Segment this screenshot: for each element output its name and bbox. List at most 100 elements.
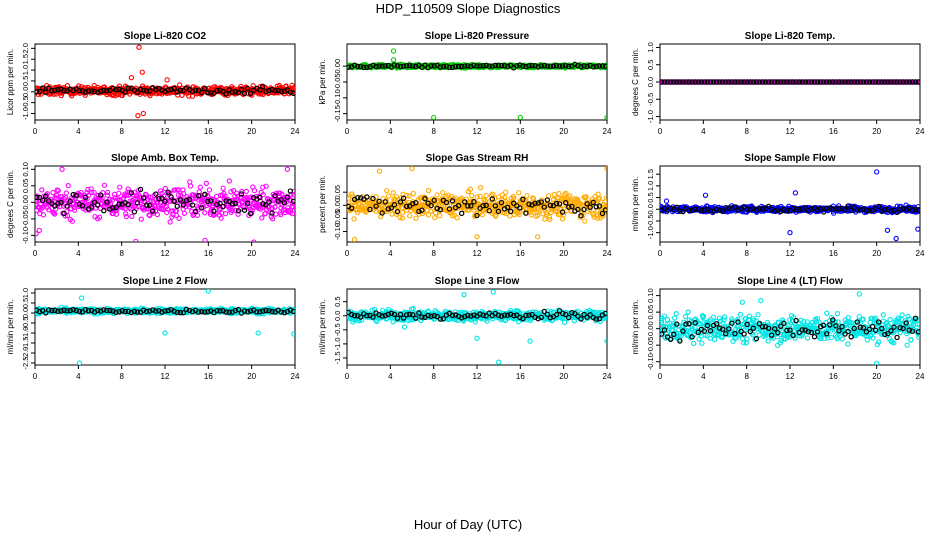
data-point-black — [183, 306, 190, 313]
data-point-black — [214, 88, 220, 94]
data-point-black — [177, 87, 183, 93]
outlier-point — [291, 331, 295, 337]
data-point-black — [364, 194, 370, 200]
outlier-point — [915, 226, 920, 232]
data-point — [596, 195, 602, 201]
data-point-black — [735, 207, 741, 213]
outlier-point — [164, 77, 170, 83]
data-point-black — [486, 63, 492, 69]
data-point-black — [238, 191, 245, 197]
data-point-black — [205, 308, 211, 315]
x-tick-label: 8 — [431, 372, 436, 381]
data-point-black — [514, 63, 520, 69]
data-point-black — [756, 79, 763, 85]
data-point-black — [364, 64, 370, 71]
x-tick-label: 8 — [744, 127, 749, 136]
y-tick-label: -0.05 — [333, 73, 342, 90]
data-point-black — [150, 307, 156, 313]
data-point-black — [848, 207, 854, 213]
data-point — [202, 210, 208, 216]
data-point-black — [836, 206, 842, 212]
data-point-black — [707, 208, 714, 214]
data-point-black — [171, 308, 177, 314]
data-point — [230, 187, 237, 194]
data-point-black — [140, 307, 147, 314]
data-point-black — [82, 194, 89, 200]
data-point-black — [165, 87, 171, 93]
data-point — [390, 190, 396, 196]
data-point-black — [872, 79, 879, 85]
data-point-black — [744, 79, 750, 85]
data-point-black — [559, 209, 566, 215]
x-tick-label: 20 — [247, 249, 256, 258]
data-point-black — [379, 63, 385, 69]
data-point-black — [223, 91, 229, 97]
data-point-black — [504, 63, 511, 70]
data-point-black — [290, 308, 295, 315]
data-point — [472, 319, 478, 325]
data-point-black — [471, 199, 477, 205]
data-point-black — [165, 189, 171, 195]
data-point-black — [446, 206, 453, 212]
data-point-black — [720, 79, 726, 85]
data-point — [138, 216, 144, 222]
data-point-black — [802, 205, 808, 211]
data-point-black — [556, 201, 563, 207]
data-point-black — [235, 306, 242, 313]
data-point — [107, 196, 113, 202]
y-tick-label: 0.0 — [21, 87, 30, 97]
x-tick-label: 8 — [744, 249, 749, 258]
data-point-black — [547, 202, 554, 209]
outlier-point — [517, 114, 523, 120]
data-point-black — [465, 203, 471, 209]
data-point-black — [257, 309, 263, 315]
data-point-black — [104, 199, 110, 205]
data-point-black — [192, 208, 199, 215]
data-point — [64, 83, 71, 89]
data-point-black — [229, 89, 235, 95]
data-point-black — [805, 79, 812, 85]
data-points — [347, 166, 607, 242]
data-point-black — [171, 85, 177, 92]
data-point-black — [523, 63, 529, 70]
data-point-black — [808, 79, 815, 85]
data-point — [410, 190, 416, 197]
data-point-black — [263, 307, 269, 314]
data-point-black — [147, 202, 153, 208]
outlier-point — [535, 234, 541, 240]
data-point — [547, 216, 553, 223]
data-point — [272, 204, 278, 210]
y-axis-label: ml/min per min. — [6, 300, 15, 355]
data-point-black — [507, 208, 514, 215]
data-point-black — [39, 85, 46, 91]
data-point-black — [134, 89, 141, 95]
data-point — [145, 194, 152, 200]
data-point-black — [468, 63, 474, 70]
data-point — [112, 195, 118, 201]
data-point — [154, 211, 161, 218]
data-point-black — [278, 88, 284, 94]
outlier-point — [59, 166, 65, 172]
x-tick-label: 12 — [161, 249, 170, 258]
data-point-black — [91, 199, 98, 206]
data-point-black — [290, 90, 295, 96]
y-tick-label: 0.0 — [646, 204, 655, 214]
y-tick-label: -0.10 — [21, 227, 30, 244]
data-point-black — [480, 63, 486, 69]
data-point-black — [64, 203, 70, 209]
x-tick-label: 8 — [119, 372, 124, 381]
data-point-black — [520, 196, 526, 203]
data-point-black — [836, 79, 842, 85]
y-tick-label: 0.5 — [21, 298, 30, 308]
y-axis-label: degrees C per min. — [631, 48, 640, 116]
y-tick-label: 1.0 — [646, 181, 655, 191]
data-point — [434, 192, 440, 198]
data-point — [248, 194, 254, 200]
x-tick-label: 24 — [291, 372, 300, 381]
y-tick-label: -1.5 — [21, 337, 30, 350]
data-point — [535, 212, 541, 219]
y-axis-label: Licor ppm per min. — [6, 49, 15, 115]
data-point-black — [400, 195, 407, 201]
data-point — [222, 211, 229, 217]
data-point — [406, 193, 412, 199]
